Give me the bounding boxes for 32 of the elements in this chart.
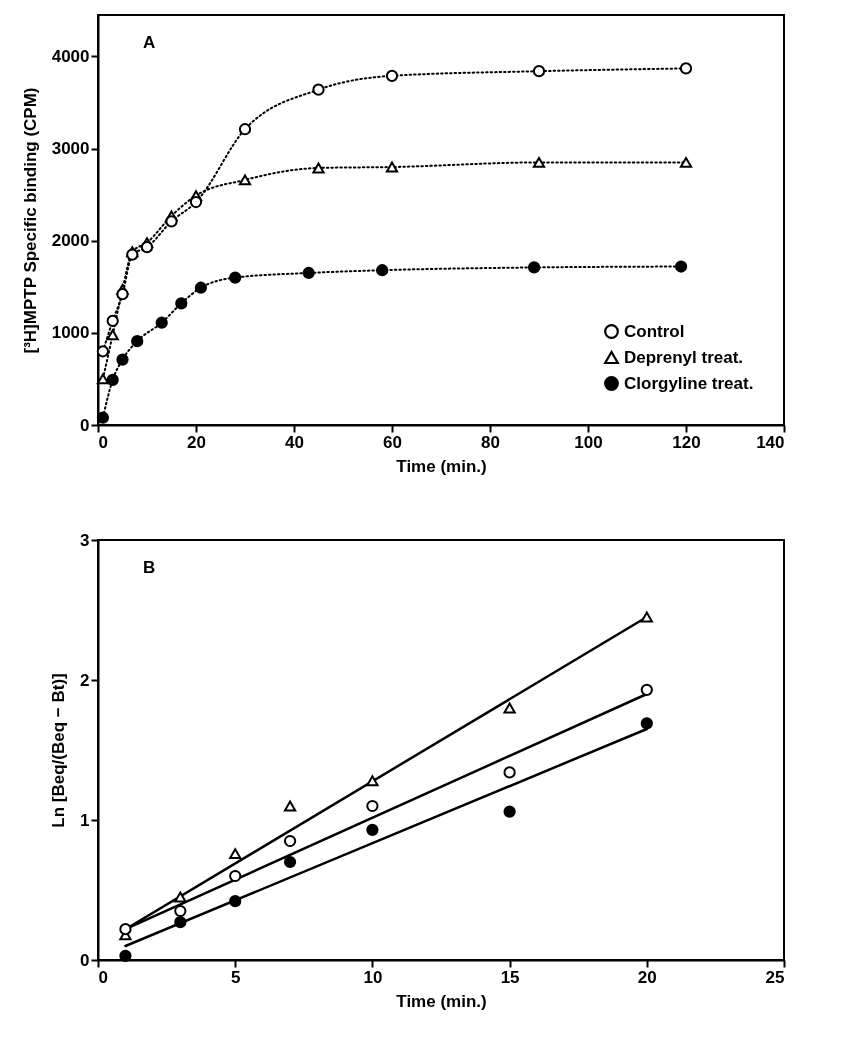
y-tick-label: 1 <box>80 810 90 830</box>
x-axis-title: Time (min.) <box>396 456 487 476</box>
annotation: A <box>143 33 156 52</box>
y-tick-label: 2 <box>80 670 90 690</box>
y-axis-title: Ln [Beq/(Beq − Bt)] <box>49 673 69 828</box>
y-tick-label: 3 <box>80 530 90 550</box>
legend-label: Deprenyl treat. <box>624 347 744 367</box>
x-tick-label: 5 <box>230 967 241 987</box>
legend-label: Clorgyline treat. <box>624 373 754 393</box>
x-tick-label: 100 <box>574 432 603 452</box>
x-tick-label: 20 <box>187 432 206 452</box>
y-tick-label: 0 <box>80 950 90 970</box>
y-tick-label: 0 <box>80 415 90 435</box>
x-tick-label: 60 <box>383 432 402 452</box>
legend-label: Control <box>624 321 685 341</box>
x-tick-label: 140 <box>756 432 785 452</box>
x-tick-label: 40 <box>285 432 304 452</box>
x-tick-label: 10 <box>363 967 383 987</box>
x-tick-label: 120 <box>672 432 701 452</box>
x-tick-label: 20 <box>637 967 657 987</box>
annotation: B <box>143 558 156 577</box>
y-tick-label: 2000 <box>51 231 90 251</box>
x-axis-title: Time (min.) <box>396 991 487 1011</box>
y-tick-label: 4000 <box>51 46 90 66</box>
x-tick-label: 0 <box>98 432 108 452</box>
x-tick-label: 80 <box>481 432 500 452</box>
x-tick-label: 25 <box>765 967 785 987</box>
x-tick-label: 15 <box>500 967 520 987</box>
y-axis-title: [³H]MPTP Specific binding (CPM) <box>20 87 40 354</box>
x-tick-label: 0 <box>98 967 108 987</box>
y-tick-label: 3000 <box>51 139 90 159</box>
y-tick-label: 1000 <box>51 323 90 343</box>
